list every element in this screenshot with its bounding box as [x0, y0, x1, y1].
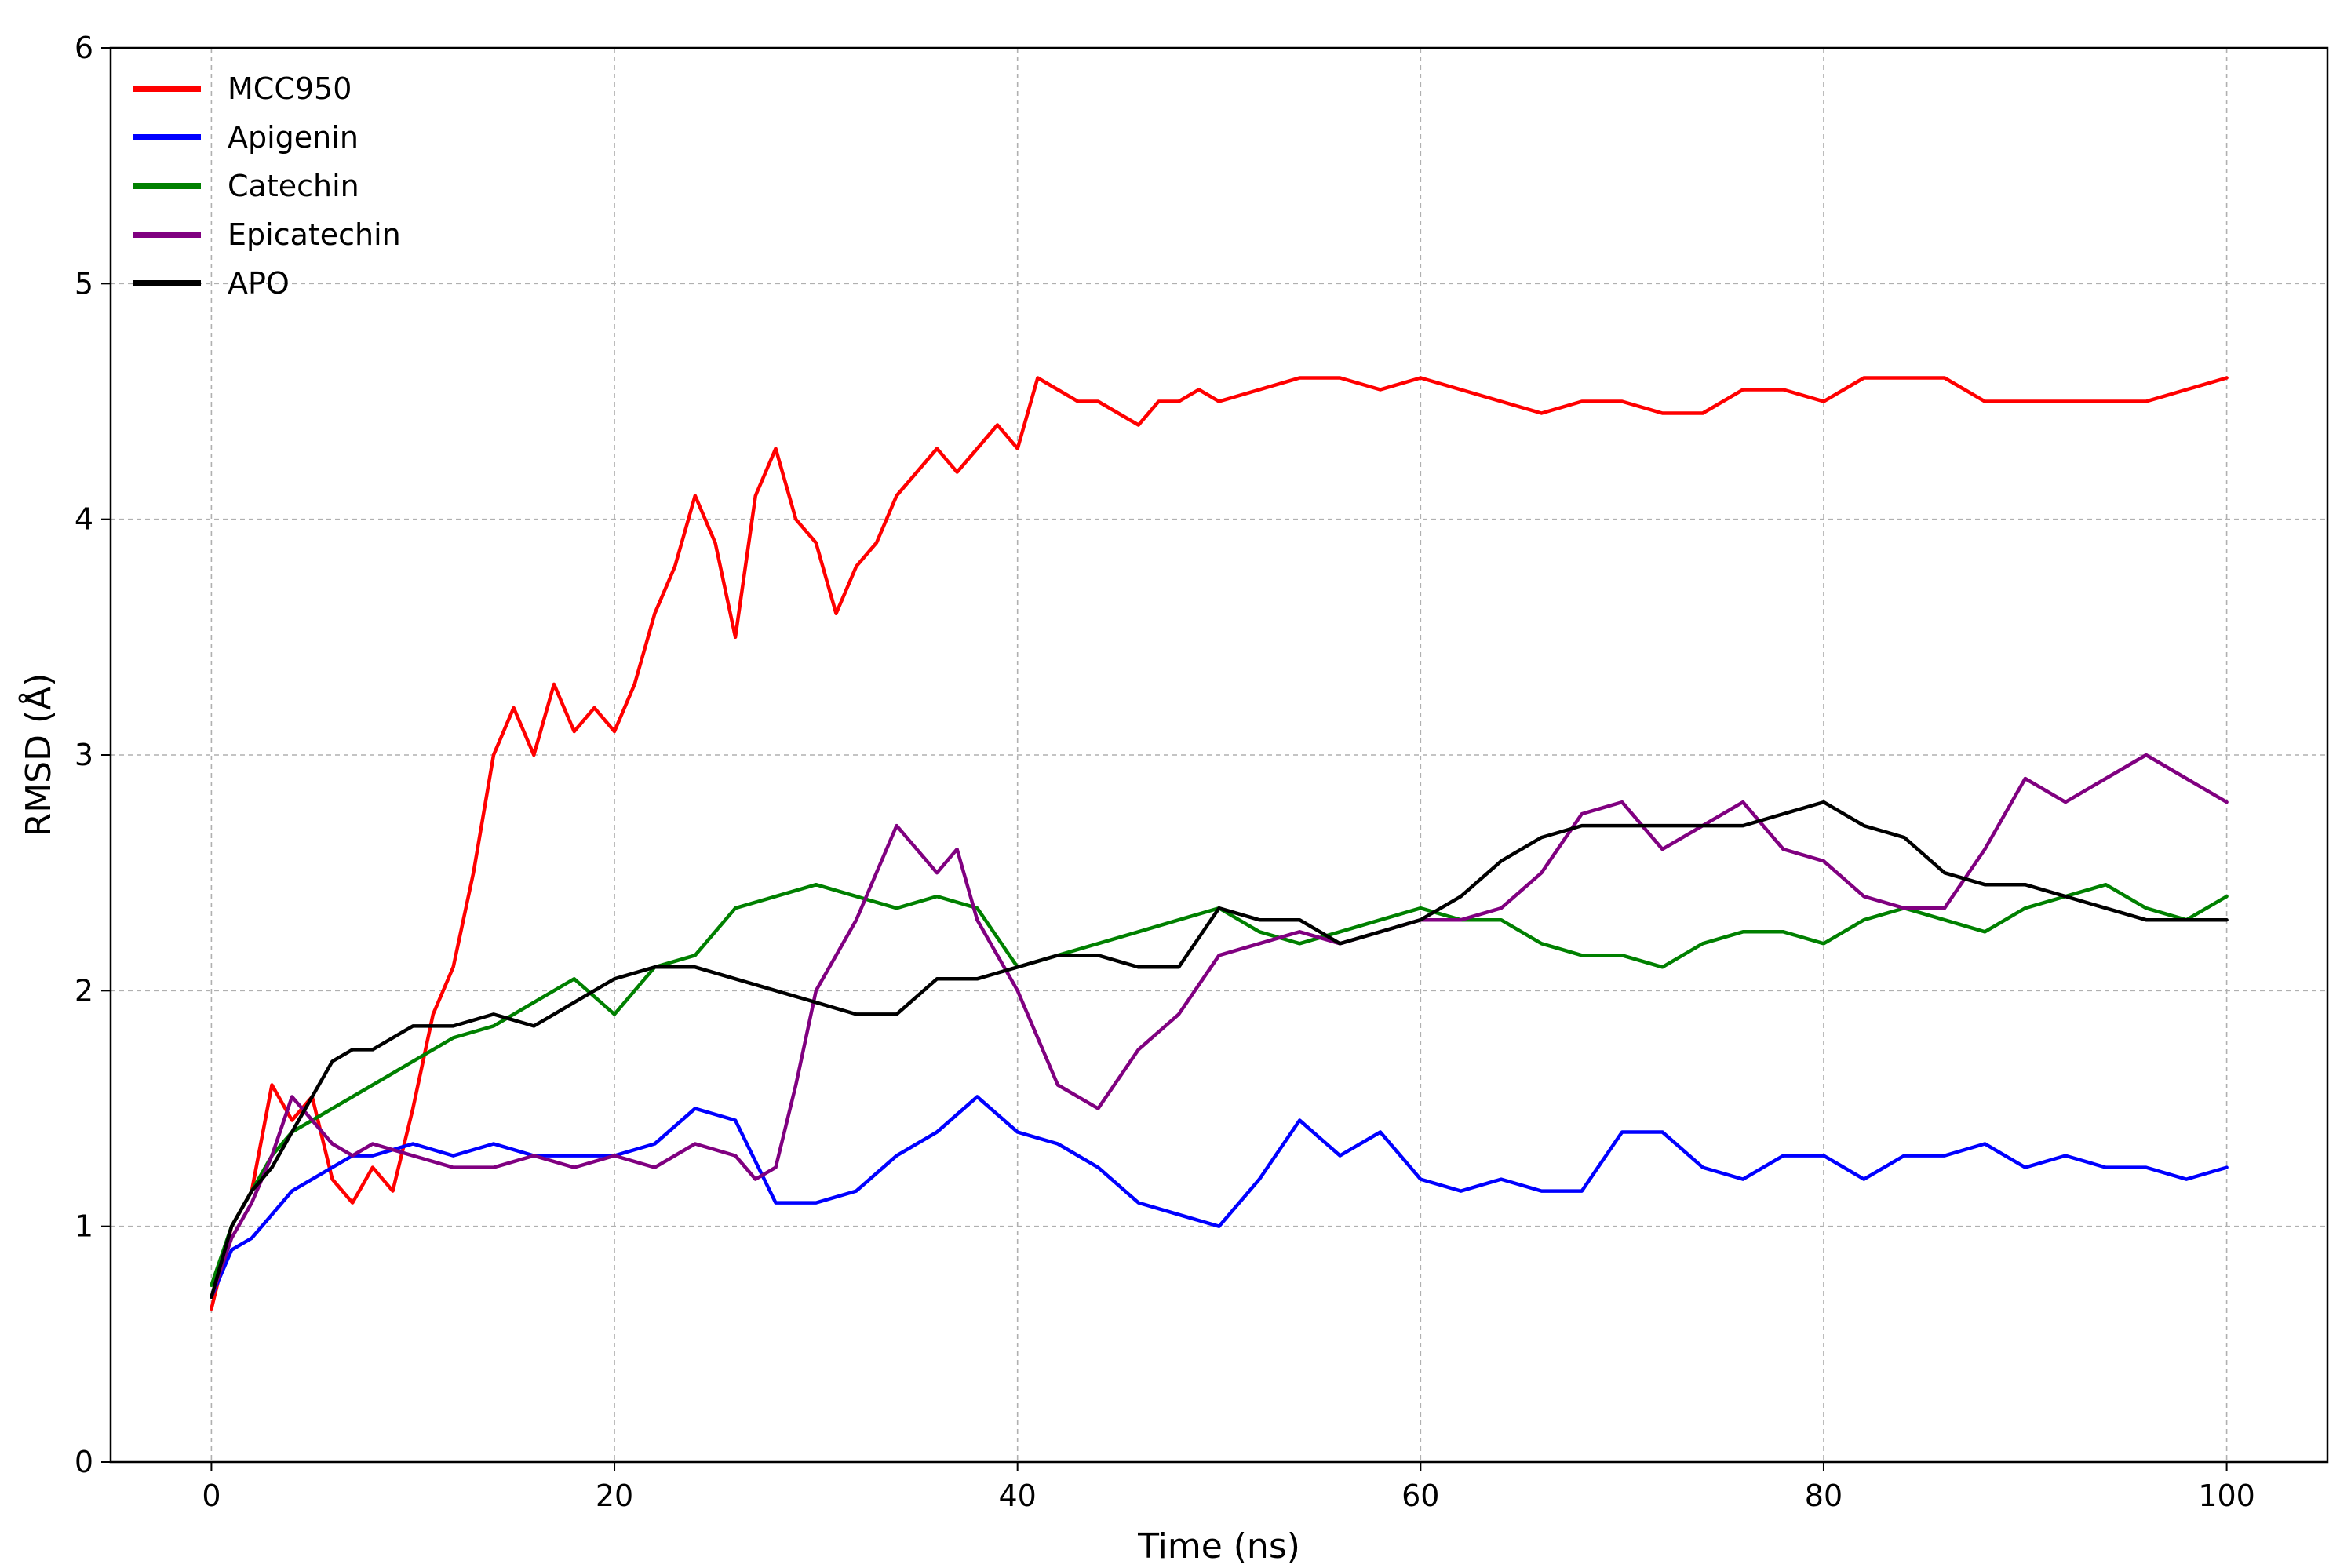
y-tick-label: 5 — [75, 266, 93, 301]
y-tick-label: 2 — [75, 973, 93, 1008]
ticks: 0 20 40 60 80 100 0 1 2 3 4 5 6 — [75, 31, 2255, 1513]
series-lines — [210, 376, 2229, 1311]
y-tick-label: 1 — [75, 1209, 93, 1244]
series-line-mcc950 — [210, 376, 2229, 1311]
legend-item: Apigenin — [133, 120, 359, 155]
legend-item: Catechin — [133, 169, 359, 203]
x-axis-title: Time (ns) — [1137, 1526, 1300, 1566]
legend-label: Catechin — [228, 169, 359, 203]
series-line-catechin — [210, 882, 2229, 1288]
legend-label: Apigenin — [228, 120, 359, 155]
legend-item: MCC950 — [133, 71, 352, 106]
legend-item: Epicatechin — [133, 217, 401, 252]
y-tick-label: 0 — [75, 1445, 93, 1479]
series-line-apo — [210, 800, 2229, 1300]
legend-label: MCC950 — [228, 71, 352, 106]
x-tick-label: 60 — [1401, 1479, 1439, 1513]
legend: MCC950 Apigenin Catechin Epicatechin APO — [133, 71, 401, 301]
y-axis-title: RMSD (Å) — [17, 673, 59, 837]
series-line-apigenin — [210, 1095, 2229, 1300]
legend-label: Epicatechin — [228, 217, 401, 252]
series-line-epicatechin — [210, 753, 2229, 1300]
x-tick-label: 80 — [1805, 1479, 1843, 1513]
x-tick-label: 100 — [2198, 1479, 2255, 1513]
y-tick-label: 3 — [75, 738, 93, 772]
legend-label: APO — [228, 266, 290, 301]
grid — [111, 47, 2327, 1463]
y-tick-label: 6 — [75, 31, 93, 65]
y-tick-label: 4 — [75, 502, 93, 537]
x-tick-label: 40 — [999, 1479, 1037, 1513]
legend-item: APO — [133, 266, 290, 301]
x-tick-label: 20 — [596, 1479, 633, 1513]
x-tick-label: 0 — [202, 1479, 221, 1513]
